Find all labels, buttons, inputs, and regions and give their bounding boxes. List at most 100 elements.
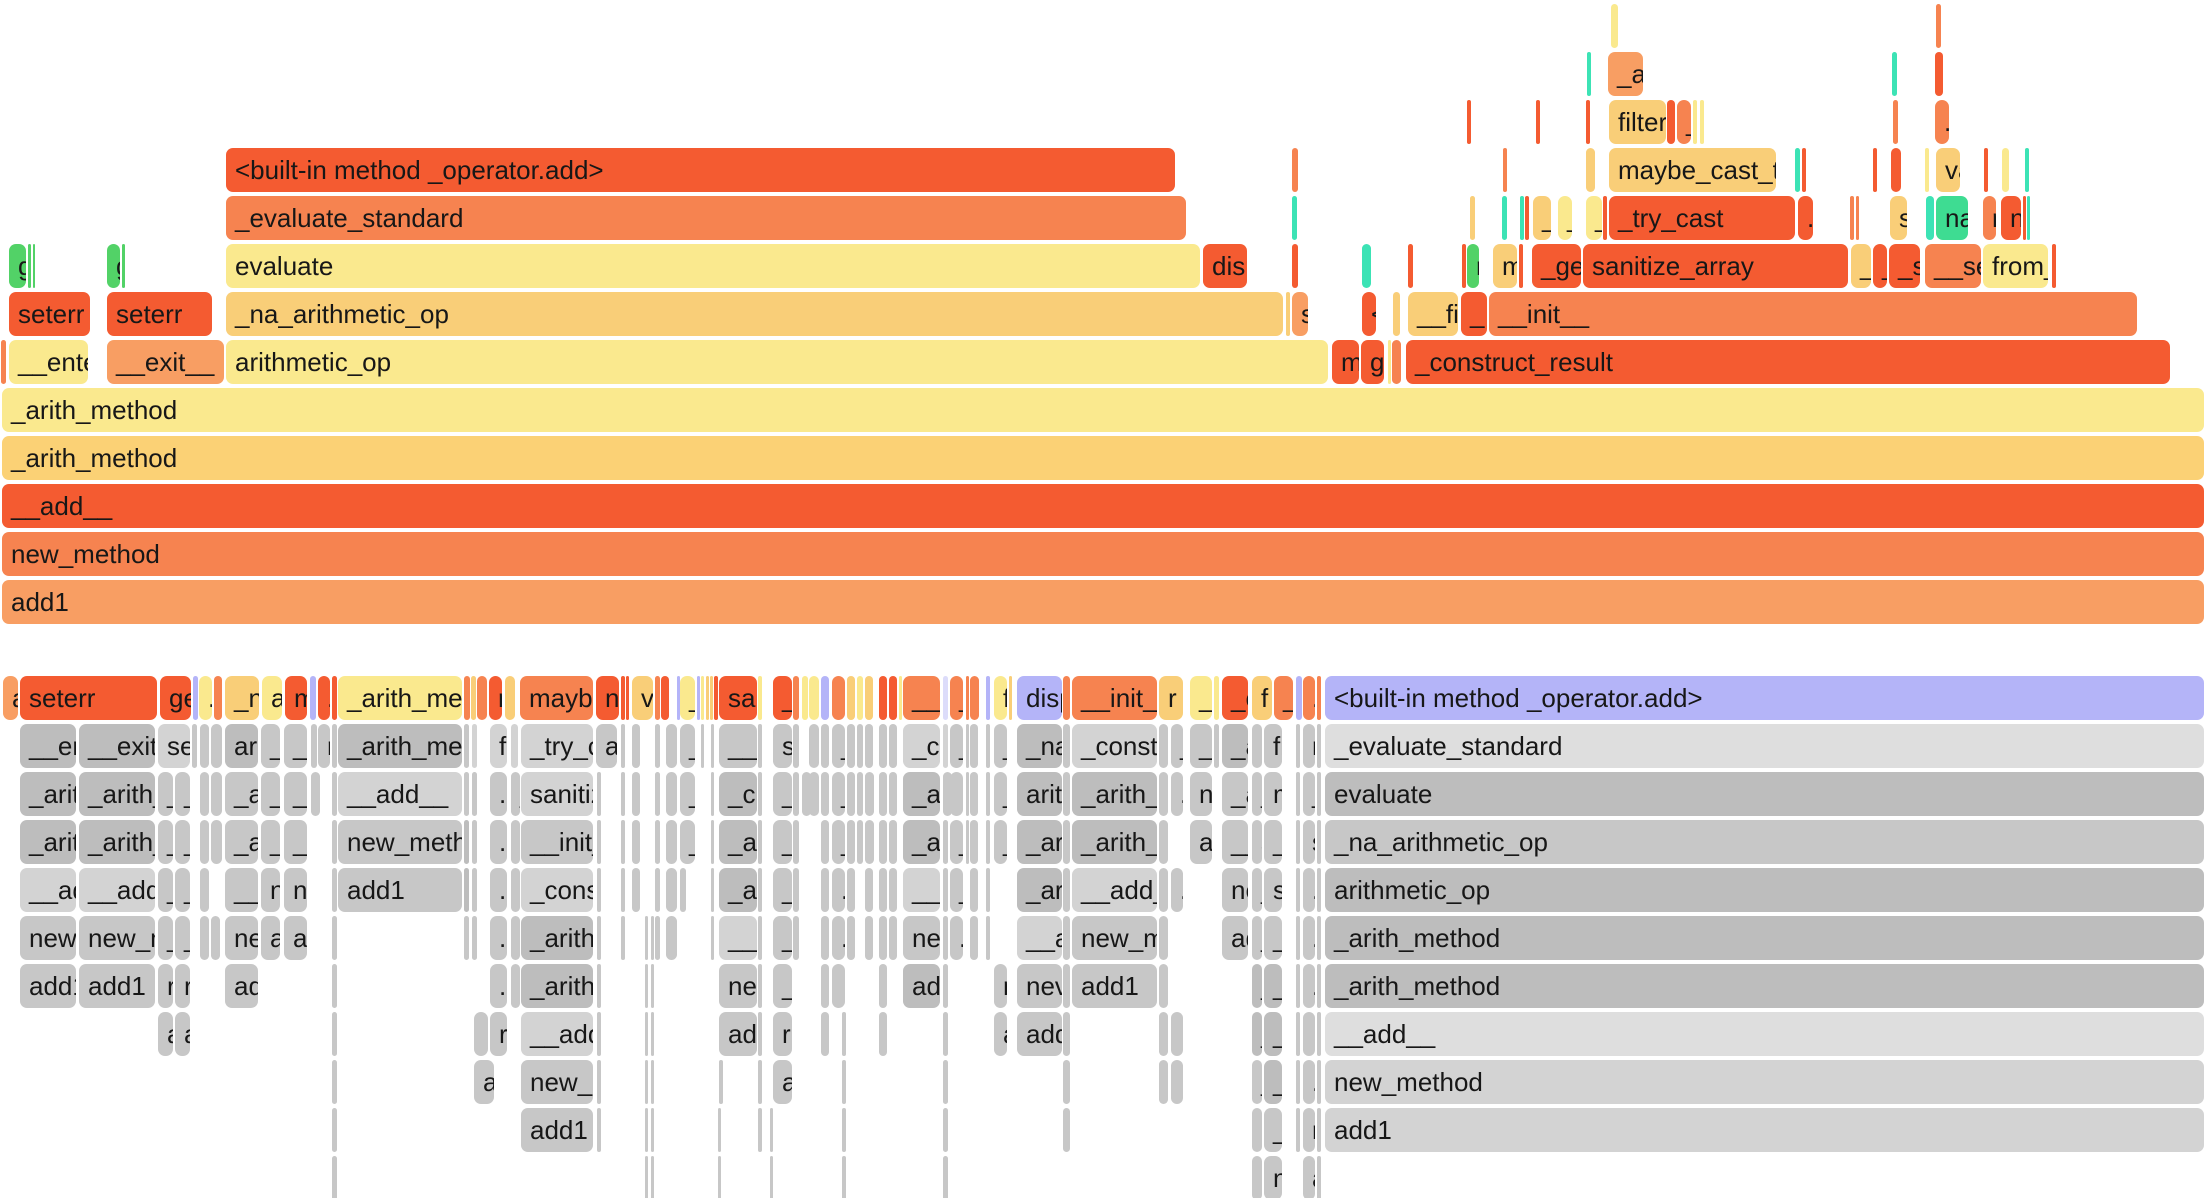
flame-bar-arit[interactable]: _arit	[20, 772, 76, 816]
flame-sliver[interactable]	[865, 676, 873, 720]
flame-sliver[interactable]	[1317, 1060, 1321, 1104]
flame-bar-n[interactable]: n	[1252, 1108, 1262, 1152]
flame-sliver[interactable]	[1063, 724, 1070, 768]
flame-bar-frame[interactable]: _	[261, 820, 280, 864]
flame-bar-a[interactable]: a	[3, 676, 18, 720]
flame-sliver[interactable]	[889, 820, 897, 864]
flame-bar-a[interactable]: a	[596, 724, 617, 768]
flame-bar-a[interactable]: a	[311, 772, 320, 816]
flame-sliver[interactable]	[311, 724, 317, 768]
flame-bar-ne[interactable]: ne	[719, 964, 757, 1008]
flame-sliver[interactable]	[597, 1108, 601, 1152]
flame-sliver[interactable]	[758, 868, 762, 912]
flame-sliver[interactable]	[1984, 148, 1988, 192]
flame-bar-frame[interactable]: .	[809, 772, 819, 816]
flame-bar-frame[interactable]: .	[490, 820, 507, 864]
flame-sliver[interactable]	[621, 868, 625, 912]
flame-sliver[interactable]	[655, 820, 660, 864]
flame-sliver[interactable]	[1925, 148, 1929, 192]
flame-bar-arith[interactable]: _arith_	[79, 820, 155, 864]
flame-sliver[interactable]	[1296, 724, 1300, 768]
flame-bar-frame[interactable]: __	[1222, 820, 1248, 864]
flame-bar-frame[interactable]: _	[832, 820, 845, 864]
flame-sliver[interactable]	[1893, 100, 1898, 144]
flame-bar-add[interactable]: __add_	[79, 868, 155, 912]
flame-bar-r[interactable]: r	[318, 724, 330, 768]
flame-bar-frame[interactable]: _	[1677, 100, 1691, 144]
flame-bar-frame[interactable]: _	[1264, 1060, 1282, 1104]
flame-sliver[interactable]	[711, 868, 714, 912]
flame-sliver[interactable]	[711, 820, 714, 864]
flame-bar-na-arithmetic-op[interactable]: _na_arithmetic_op	[226, 292, 1283, 336]
flame-bar-frame[interactable]: _	[994, 820, 1007, 864]
flame-bar-frame[interactable]: _	[994, 724, 1007, 768]
flame-bar-frame[interactable]: _	[950, 724, 963, 768]
flame-bar-arith[interactable]: _arith_	[1072, 772, 1157, 816]
flame-bar-frame[interactable]: _	[773, 772, 792, 816]
flame-sliver[interactable]	[477, 676, 487, 720]
flame-sliver[interactable]	[1171, 1012, 1183, 1056]
flame-bar-evaluate[interactable]: evaluate	[226, 244, 1200, 288]
flame-bar-frame[interactable]: _	[261, 772, 280, 816]
flame-sliver[interactable]	[655, 676, 660, 720]
flame-sliver[interactable]	[1586, 148, 1595, 192]
flame-bar-ne[interactable]: ne	[1222, 868, 1248, 912]
flame-sliver[interactable]	[666, 916, 677, 960]
flame-bar-a[interactable]: a	[802, 772, 811, 816]
flame-bar-r[interactable]: r	[489, 676, 502, 720]
flame-bar-frame[interactable]: _	[1264, 1012, 1282, 1056]
flame-sliver[interactable]	[842, 1012, 846, 1056]
flame-sliver[interactable]	[1063, 820, 1070, 864]
flame-bar-frame[interactable]: .	[490, 916, 507, 960]
flame-sliver[interactable]	[332, 868, 337, 912]
flame-bar-add[interactable]: add	[903, 964, 940, 1008]
flame-sliver[interactable]	[1303, 1012, 1315, 1056]
flame-sliver[interactable]	[1586, 100, 1590, 144]
flame-sliver[interactable]	[857, 772, 863, 816]
flame-sliver[interactable]	[1587, 52, 1591, 96]
flame-bar-frame[interactable]: .	[809, 676, 819, 720]
flame-bar-arith[interactable]: _arith_	[79, 772, 155, 816]
flame-sliver[interactable]	[966, 676, 969, 720]
flame-sliver[interactable]	[1063, 1108, 1070, 1152]
flame-bar-frame[interactable]: _	[1873, 244, 1887, 288]
flame-sliver[interactable]	[1292, 196, 1297, 240]
flame-bar-add[interactable]: __add	[521, 1012, 593, 1056]
flame-sliver[interactable]	[645, 1012, 648, 1056]
flame-sliver[interactable]	[889, 868, 897, 912]
flame-bar-seterr[interactable]: seterr	[9, 292, 90, 336]
flame-sliver[interactable]	[1296, 964, 1300, 1008]
flame-bar-arith-method[interactable]: _arith_method	[2, 388, 2204, 432]
flame-bar-sa[interactable]: sa	[719, 676, 757, 720]
flame-sliver[interactable]	[1802, 148, 1806, 192]
flame-sliver[interactable]	[1063, 676, 1070, 720]
flame-bar-add[interactable]: __add__	[338, 772, 462, 816]
flame-bar-cons[interactable]: _cons	[521, 868, 593, 912]
flame-bar-frame[interactable]: _	[680, 676, 695, 720]
flame-sliver[interactable]	[1462, 244, 1466, 288]
flame-bar-enter[interactable]: __enter__	[20, 724, 76, 768]
flame-sliver[interactable]	[821, 916, 829, 960]
flame-sliver[interactable]	[1388, 340, 1391, 384]
flame-bar-arith-method[interactable]: _arith_method	[2, 436, 2204, 480]
flame-sliver[interactable]	[505, 676, 515, 720]
flame-sliver[interactable]	[879, 676, 887, 720]
flame-sliver[interactable]	[1063, 916, 1070, 960]
flame-bar-frame[interactable]: .	[199, 676, 212, 720]
flame-bar-r[interactable]: r	[1467, 244, 1479, 288]
flame-sliver[interactable]	[655, 724, 660, 768]
flame-bar-s[interactable]: _s	[1889, 244, 1920, 288]
flame-bar-va[interactable]: va	[1936, 148, 1960, 192]
flame-bar-new-meth[interactable]: new_meth	[338, 820, 462, 864]
flame-bar-n[interactable]: _n	[225, 676, 259, 720]
flame-bar-sanitiz[interactable]: sanitiz	[521, 772, 593, 816]
flame-sliver[interactable]	[1926, 196, 1934, 240]
flame-sliver[interactable]	[472, 868, 477, 912]
flame-bar-built-in-method-operator-add[interactable]: <built-in method _operator.add>	[226, 148, 1175, 192]
flame-sliver[interactable]	[332, 1012, 337, 1056]
flame-sliver[interactable]	[879, 964, 887, 1008]
flame-bar-n[interactable]: n	[596, 676, 619, 720]
flame-sliver[interactable]	[1286, 292, 1290, 336]
flame-bar-r[interactable]: r	[1303, 724, 1315, 768]
flame-bar-arith[interactable]: _arith	[521, 964, 593, 1008]
